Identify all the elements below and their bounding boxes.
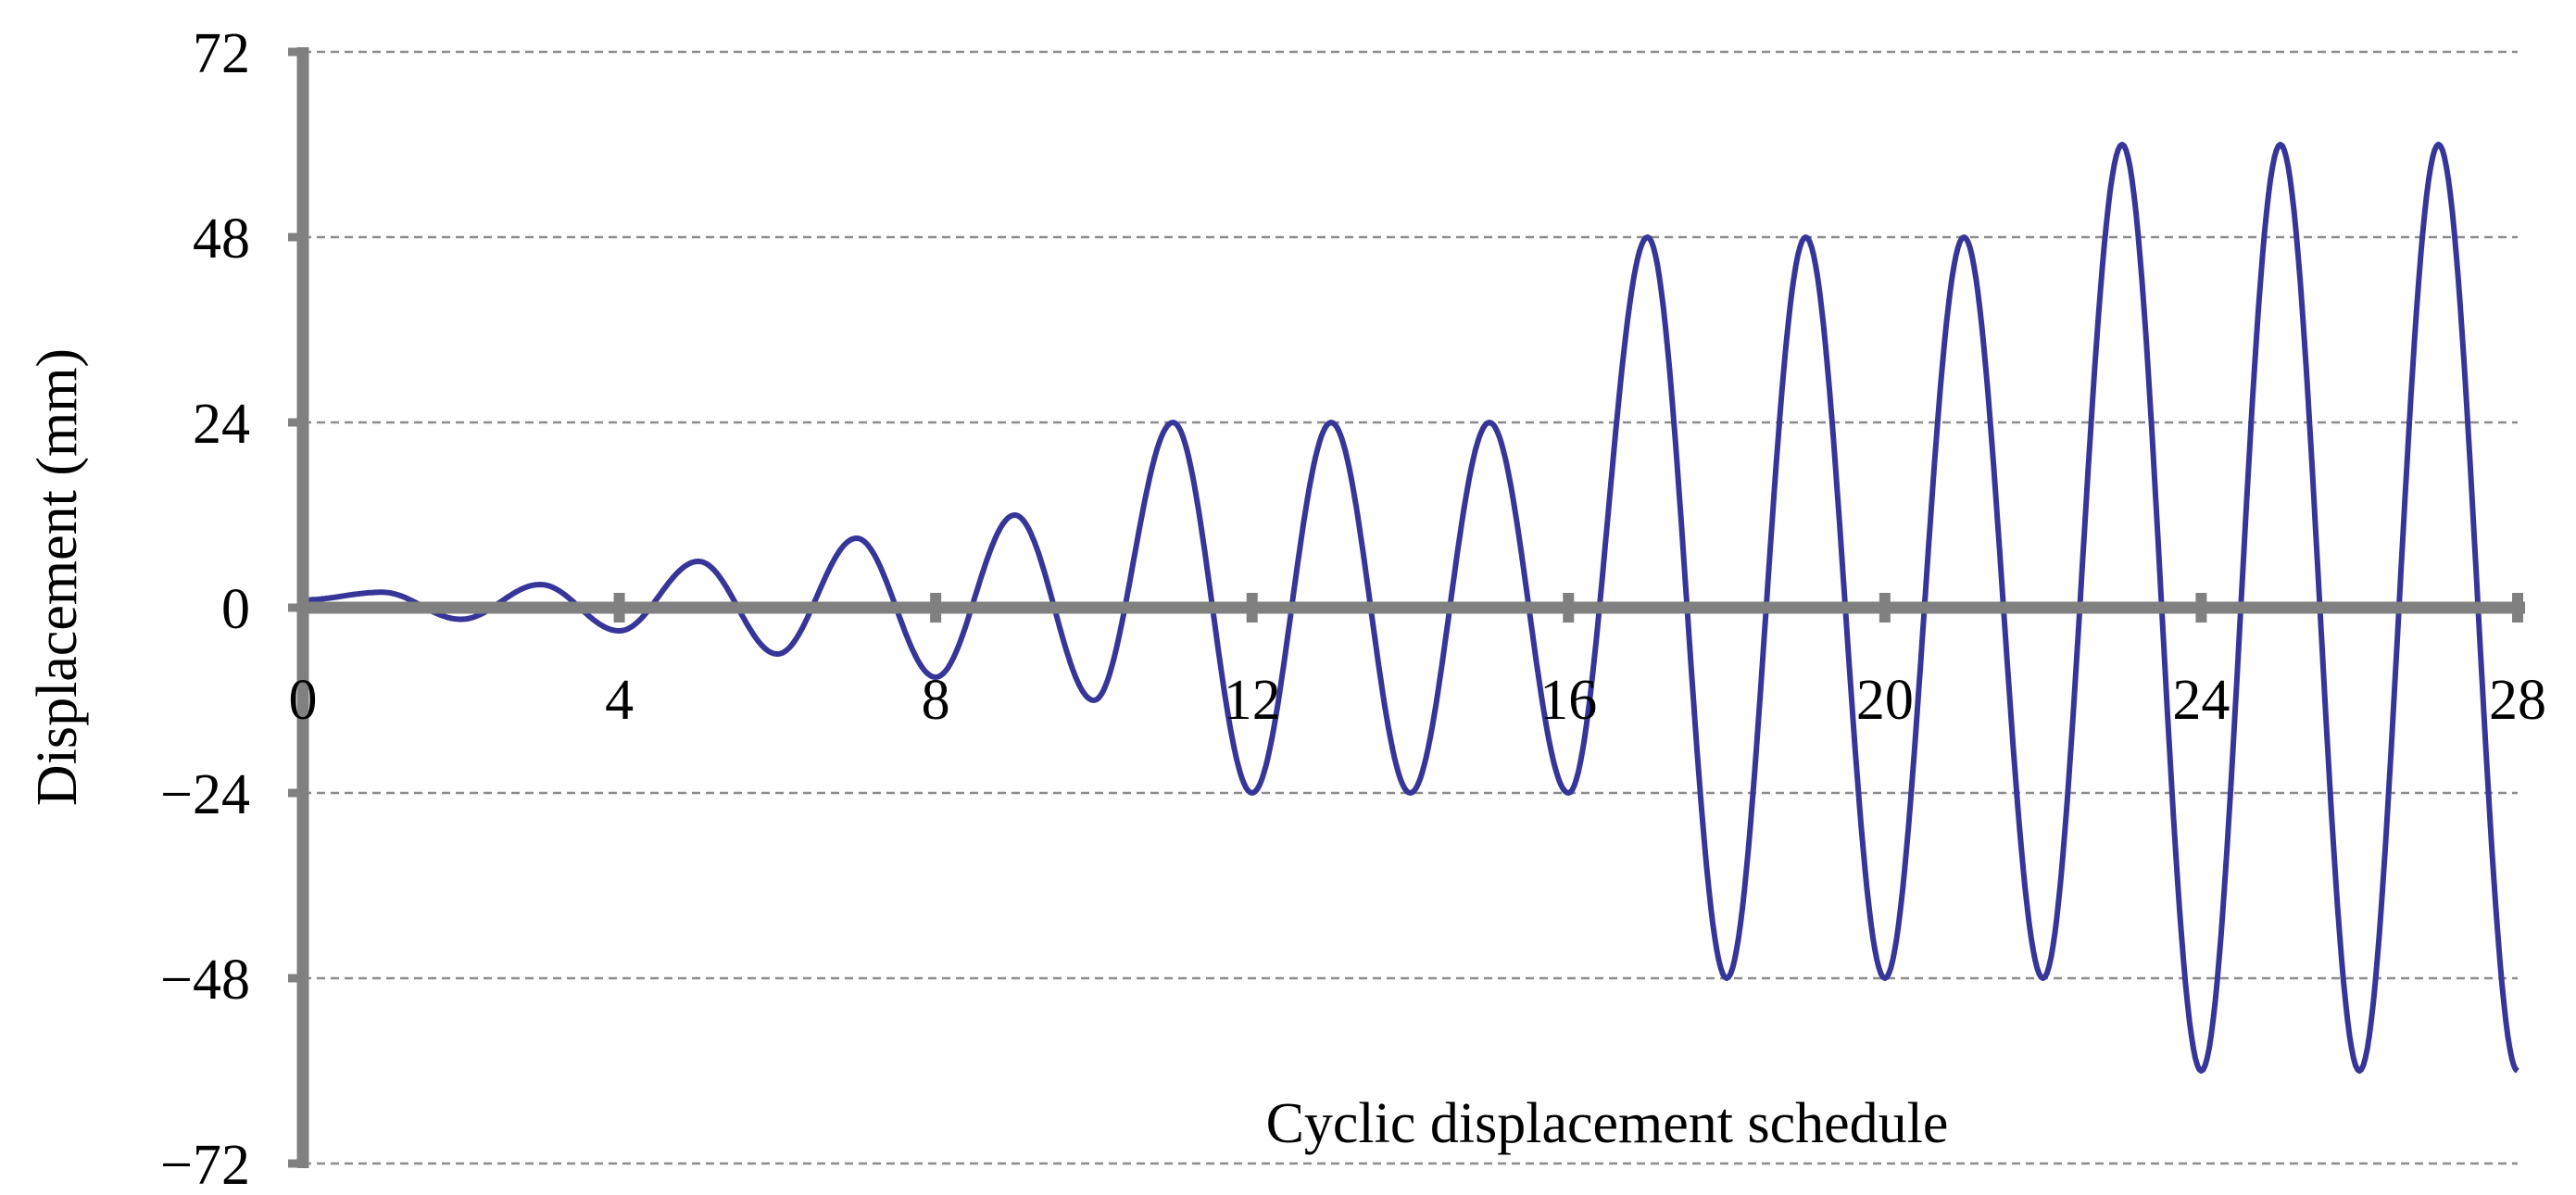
x-tick-label: 28 (2489, 669, 2546, 732)
x-tick-label: 4 (605, 669, 634, 732)
y-tick-label: 24 (193, 393, 250, 456)
y-tick-label: −48 (160, 949, 250, 1012)
x-tick-label: 12 (1224, 669, 1281, 732)
series-layer (302, 142, 2519, 1074)
series-line (302, 142, 2519, 1074)
x-axis-title: Cyclic displacement schedule (1266, 1092, 1949, 1155)
y-axis-title: Displacement (mm) (26, 348, 89, 806)
axes (288, 47, 2525, 1168)
y-tick-label: 48 (193, 208, 250, 270)
y-tick-label: 72 (193, 22, 250, 85)
x-tick-label: 24 (2172, 669, 2230, 732)
y-tick-label: −24 (160, 763, 250, 826)
y-tick-label: −72 (160, 1134, 250, 1195)
x-tick-label: 16 (1539, 669, 1597, 732)
x-tick-label: 0 (289, 669, 318, 732)
x-tick-label: 8 (922, 669, 950, 732)
grid-lines (303, 50, 2518, 1165)
x-tick-label: 20 (1856, 669, 1914, 732)
y-tick-label: 0 (221, 578, 250, 641)
